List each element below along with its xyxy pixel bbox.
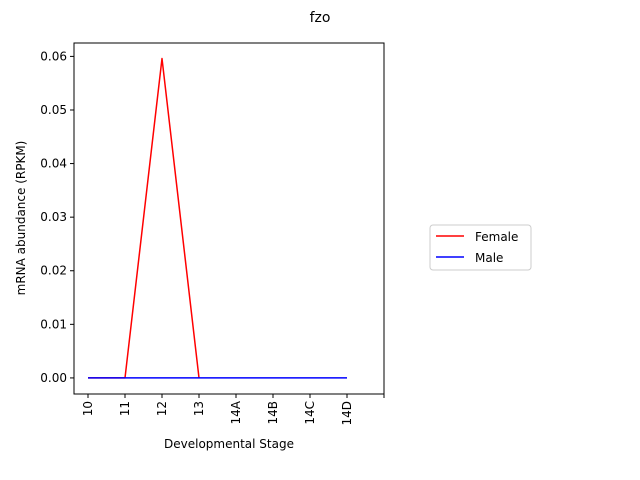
chart-title: fzo	[310, 10, 331, 26]
y-tick-label: 0.00	[40, 371, 67, 385]
x-tick-label: 10	[81, 401, 95, 416]
legend-label-male: Male	[475, 251, 503, 265]
y-tick-label: 0.02	[40, 264, 67, 278]
y-tick-label: 0.03	[40, 210, 67, 224]
y-axis: 0.00 0.01 0.02 0.03 0.04 0.05 0.06	[40, 49, 74, 385]
y-tick-label: 0.01	[40, 317, 67, 331]
x-tick-label: 12	[155, 401, 169, 416]
y-axis-label: mRNA abundance (RPKM)	[14, 141, 28, 296]
x-tick-label: 14B	[266, 401, 280, 425]
y-tick-label: 0.05	[40, 103, 67, 117]
y-tick-label: 0.04	[40, 157, 67, 171]
y-tick-label: 0.06	[40, 49, 67, 63]
x-tick-label: 14C	[303, 401, 317, 425]
x-tick-label: 11	[118, 401, 132, 416]
x-tick-label: 14D	[340, 401, 354, 426]
legend-label-female: Female	[475, 230, 518, 244]
x-axis: 10 11 12 13 14A 14B 14C 14D	[81, 394, 385, 426]
x-axis-label: Developmental Stage	[164, 437, 294, 451]
series-layer	[88, 57, 347, 379]
x-tick-label: 14A	[229, 400, 243, 424]
x-tick-label: 13	[192, 401, 206, 416]
plot-area	[73, 42, 385, 395]
legend: Female Male	[429, 224, 532, 271]
